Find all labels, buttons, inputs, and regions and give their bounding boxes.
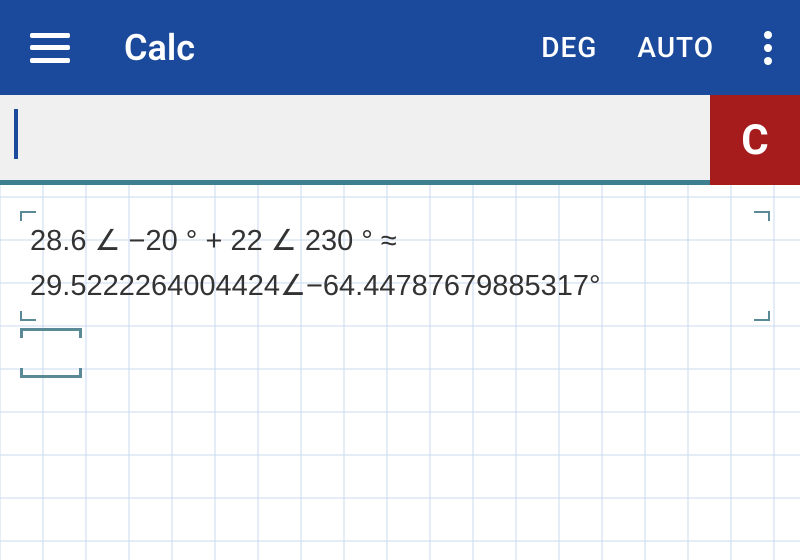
angle-mode-button[interactable]: DEG	[541, 31, 597, 64]
history-expression: 28.6 ∠ −20 ° + 22 ∠ 230 ° ≈	[30, 219, 760, 264]
selection-bracket-bottom	[20, 368, 82, 378]
history-entry[interactable]: 28.6 ∠ −20 ° + 22 ∠ 230 ° ≈ 29.522226400…	[20, 213, 770, 319]
app-header: Calc DEG AUTO	[0, 0, 800, 95]
expression-input[interactable]	[0, 95, 710, 185]
overflow-menu-icon[interactable]	[754, 27, 782, 69]
menu-icon[interactable]	[30, 33, 70, 63]
app-title: Calc	[124, 27, 195, 69]
selection-bracket-top	[20, 328, 82, 338]
input-row: C	[0, 95, 800, 185]
clear-button[interactable]: C	[710, 95, 800, 185]
result-grid-area: 28.6 ∠ −20 ° + 22 ∠ 230 ° ≈ 29.522226400…	[0, 185, 800, 560]
format-mode-button[interactable]: AUTO	[637, 31, 714, 64]
text-cursor	[14, 109, 18, 159]
history-result: 29.5222264004424∠−64.44787679885317°	[30, 264, 760, 309]
